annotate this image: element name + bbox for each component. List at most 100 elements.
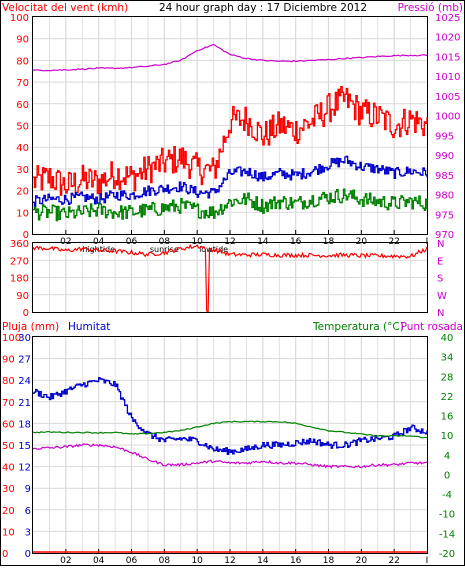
temperature-ytick-label: -10: [439, 510, 455, 521]
humidity-xtick-label: 04: [93, 556, 105, 566]
pressure-ytick-label: 1025: [435, 13, 460, 24]
wind-ytick-label: 60: [16, 100, 29, 111]
wind-ytick-label: 90: [16, 35, 29, 46]
pressure-axis-title: Pressió (mb): [398, 2, 463, 14]
humidity-line: [33, 376, 428, 455]
rain-ytick-label: 21: [18, 398, 31, 409]
pressure-ytick-label: 1000: [435, 112, 460, 123]
pressure-ytick-label: 1015: [435, 52, 460, 63]
wind-xtick-label: 18: [323, 237, 335, 247]
wind-ytick-label: 30: [16, 165, 29, 176]
humidity-xtick-label: 16: [290, 556, 302, 566]
rain-ytick-label: 15: [18, 441, 31, 452]
tick-label-layer: 0102030405060708090100970975980985990995…: [2, 13, 460, 570]
pressure-ytick-label: 1010: [435, 72, 460, 83]
humidity-ytick-label: 40: [2, 463, 15, 474]
humidity-xtick-label: 12: [224, 556, 235, 566]
humidity-end-marker: I: [426, 556, 429, 566]
temperature-ytick-label: 22: [441, 392, 454, 403]
wind-xtick-label: 22: [388, 237, 399, 247]
temperature-ytick-label: 0: [444, 470, 450, 481]
wind-marker-sunrise: sunrise: [150, 245, 179, 254]
rain-ytick-label: 9: [25, 484, 31, 495]
rain-ytick-label: 18: [18, 419, 31, 430]
wind-ytick-label: 20: [16, 187, 29, 198]
humidity-ytick-label: 0: [2, 549, 8, 560]
temperature-ytick-label: -20: [439, 549, 455, 560]
wind-ytick-label: 10: [16, 208, 29, 219]
humidity-ytick-label: 60: [2, 419, 15, 430]
graph-title: 24 hour graph day : 17 Diciembre 2012: [159, 2, 367, 14]
temperature-ytick-label: -14: [439, 529, 455, 540]
humidity-ytick-label: 90: [2, 355, 15, 366]
temperature-ytick-label: 16: [441, 412, 454, 423]
temperature-ytick-label: 4: [444, 451, 450, 462]
rain-ytick-label: 30: [18, 333, 31, 344]
temperature-line: [32, 420, 428, 439]
dewpoint-line: [33, 443, 428, 469]
pressure-ytick-label: 985: [435, 171, 454, 182]
direction-ytick-label: 0: [23, 308, 29, 319]
humidity-axis-title: Humitat: [68, 321, 110, 333]
direction-ytick-label: 270: [10, 256, 29, 267]
wind-ytick-label: 100: [10, 13, 29, 24]
rain-ytick-label: 6: [25, 506, 31, 517]
humidity-ytick-label: 50: [2, 441, 15, 452]
humidity-xtick-label: 14: [257, 556, 269, 566]
humidity-xtick-label: 22: [388, 556, 399, 566]
wind-xtick-label: 16: [290, 237, 302, 247]
dewpoint-axis-title: Punt rosada: [401, 321, 463, 333]
direction-ytick-label: 180: [10, 274, 29, 285]
humidity-xtick-label: 06: [126, 556, 138, 566]
humidity-xtick-label: 08: [159, 556, 171, 566]
rain-ytick-label: 12: [18, 463, 31, 474]
humidity-ytick-label: 70: [2, 398, 15, 409]
wind-ytick-label: 50: [16, 122, 29, 133]
direction-ytick-label: 360: [10, 239, 29, 250]
pressure-ytick-label: 975: [435, 210, 454, 221]
temperature-ytick-label: -4: [442, 490, 452, 501]
wind-xtick-label: 02: [60, 237, 71, 247]
wind-ytick-label: 80: [16, 56, 29, 67]
temperature-ytick-label: 28: [441, 372, 454, 383]
humidity-xtick-label: 10: [191, 556, 203, 566]
rain-ytick-label: 27: [18, 355, 31, 366]
humidity-ytick-label: 30: [2, 484, 15, 495]
temperature-ytick-label: 40: [441, 333, 454, 344]
pressure-ytick-label: 970: [435, 230, 454, 241]
direction-compass-label: N: [437, 239, 444, 250]
direction-ytick-label: 90: [16, 291, 29, 302]
wind-ytick-label: 0: [23, 230, 29, 241]
humidity-xtick-label: 20: [356, 556, 368, 566]
series-layer: [32, 43, 428, 553]
rain-ytick-label: 3: [25, 527, 31, 538]
wind-marker-hightide: hightide: [82, 245, 115, 254]
pressure-ytick-label: 980: [435, 191, 454, 202]
direction-compass-label: W: [437, 291, 447, 302]
temperature-ytick-label: 10: [441, 431, 454, 442]
humidity-ytick-label: 10: [2, 527, 15, 538]
wind-xtick-label: 06: [126, 237, 138, 247]
rain-ytick-label: 0: [25, 549, 31, 560]
wind-gust-line: [33, 86, 428, 196]
wind-xtick-label: 20: [356, 237, 368, 247]
pressure-ytick-label: 990: [435, 151, 454, 162]
wind-direction-line: [32, 243, 428, 313]
wind-speed-axis-title: Velocitat del vent (kmh): [2, 2, 128, 14]
wind-xtick-label: 08: [159, 237, 171, 247]
wind-xtick-label: 14: [257, 237, 269, 247]
rain-axis-title: Pluja (mm): [2, 321, 59, 333]
pressure-ytick-label: 995: [435, 131, 454, 142]
pressure-ytick-label: 1020: [435, 33, 460, 44]
wind-ytick-label: 70: [16, 78, 29, 89]
humidity-ytick-label: 20: [2, 506, 15, 517]
pressure-line: [32, 43, 428, 72]
humidity-xtick-label: 18: [323, 556, 335, 566]
temperature-axis-title: Temperatura (°C): [312, 321, 404, 333]
direction-compass-label: S: [437, 274, 443, 285]
direction-compass-label: N: [437, 308, 444, 319]
humidity-xtick-label: 02: [60, 556, 71, 566]
wind-end-marker: I: [426, 237, 429, 247]
